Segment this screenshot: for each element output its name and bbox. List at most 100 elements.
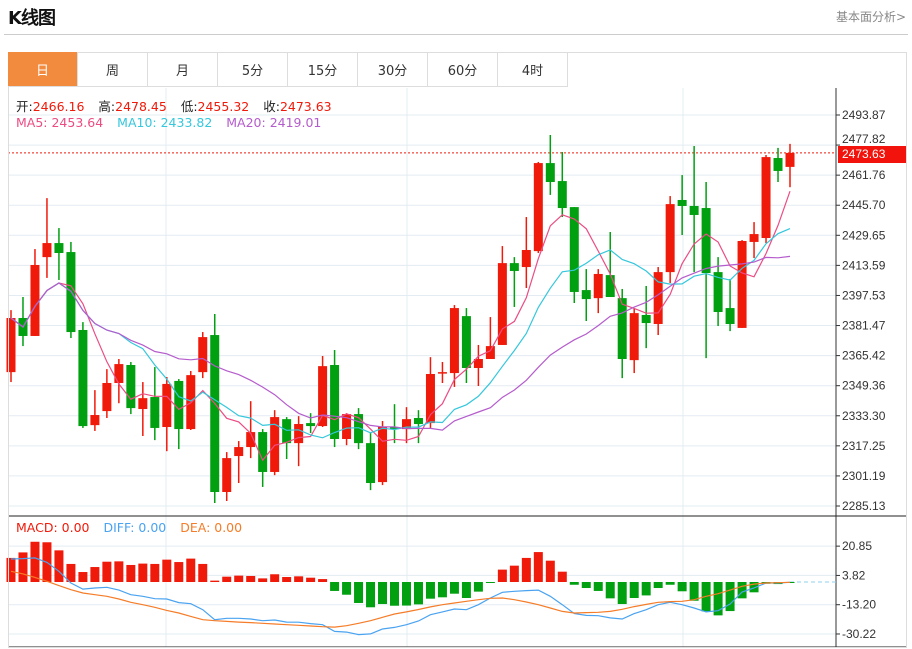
macd-bar	[713, 582, 723, 616]
tab-30min[interactable]: 30分	[358, 52, 428, 87]
tab-week[interactable]: 周	[78, 52, 148, 87]
candle-body	[150, 397, 160, 428]
macd-bar	[102, 561, 112, 582]
ma5-legend: MA5: 2453.64	[16, 115, 104, 130]
candle	[581, 269, 591, 321]
macd-bar	[378, 582, 388, 605]
tab-4hour[interactable]: 4时	[498, 52, 568, 87]
candle-body	[545, 163, 555, 183]
macd-bar	[425, 582, 435, 599]
candle-body	[234, 447, 244, 457]
fundamental-analysis-link[interactable]: 基本面分析>	[835, 10, 906, 24]
open-value: 2466.16	[32, 99, 85, 114]
candle-body	[497, 263, 507, 345]
price-tick-label: 2349.36	[842, 379, 886, 393]
macd-bar	[485, 582, 495, 583]
candle	[198, 332, 208, 379]
candle-body	[174, 380, 184, 430]
candle-body	[653, 272, 663, 324]
macd-bar	[30, 541, 40, 582]
candle	[174, 379, 184, 450]
macd-bar	[725, 582, 735, 612]
macd-bar	[342, 582, 352, 595]
candle-body	[294, 424, 304, 444]
diff-legend-value: DIFF: 0.00	[103, 520, 167, 535]
candle-body	[581, 290, 591, 300]
candle-body	[509, 263, 519, 271]
candle-body	[665, 204, 675, 273]
tab-month[interactable]: 月	[148, 52, 218, 87]
candle	[114, 359, 124, 404]
macd-bar	[306, 577, 316, 582]
candle-body	[617, 298, 627, 360]
candle	[126, 362, 136, 415]
macd-bar	[533, 552, 543, 582]
macd-tick-label: -13.20	[842, 598, 876, 612]
high-value: 2478.45	[115, 99, 167, 114]
tab-day[interactable]: 日	[8, 52, 78, 87]
tab-5min[interactable]: 5分	[218, 52, 288, 87]
current-price-tag: 2473.63	[838, 146, 906, 163]
candle-body	[6, 317, 16, 373]
candle-body	[773, 158, 783, 171]
ma10-legend: MA10: 2433.82	[117, 115, 213, 130]
candle-body	[677, 199, 687, 206]
candle-body	[342, 414, 352, 439]
candle-body	[461, 316, 471, 369]
macd-bar	[677, 582, 687, 592]
macd-bar	[390, 582, 400, 606]
candle-body	[449, 308, 459, 374]
candle-body	[138, 398, 148, 410]
macd-legend: MACD: 0.00 DIFF: 0.00 DEA: 0.00	[16, 520, 242, 535]
candle-body	[785, 152, 795, 167]
candle-body	[521, 249, 531, 268]
candle	[54, 228, 64, 280]
dea-legend-value: DEA: 0.00	[180, 520, 243, 535]
low-label: 低:	[180, 99, 198, 114]
macd-bar	[665, 582, 675, 585]
macd-bar	[497, 569, 507, 582]
candle-body	[222, 458, 232, 493]
candle	[509, 257, 519, 307]
ma-legend: MA5: 2453.64 MA10: 2433.82 MA20: 2419.01	[16, 115, 321, 130]
candle	[102, 369, 112, 419]
tab-15min[interactable]: 15分	[288, 52, 358, 87]
candle-body	[114, 364, 124, 383]
candle	[689, 146, 699, 273]
candle	[390, 404, 400, 444]
candle-body	[629, 313, 639, 361]
macd-bar	[749, 582, 759, 593]
macd-bar	[605, 582, 615, 599]
macd-bar	[689, 582, 699, 601]
candle	[234, 441, 244, 484]
tab-60min[interactable]: 60分	[428, 52, 498, 87]
candle-body	[246, 432, 256, 448]
candle	[677, 175, 687, 236]
candle-body	[737, 241, 747, 328]
macd-bar	[737, 582, 747, 599]
candle	[713, 257, 723, 327]
macd-bar	[653, 582, 663, 589]
close-value: 2473.63	[279, 99, 332, 114]
candle-body	[366, 443, 376, 484]
candle	[437, 362, 447, 383]
candle	[90, 390, 100, 431]
price-tick-label: 2301.19	[842, 469, 886, 483]
candle	[569, 207, 579, 304]
price-tick-label: 2397.53	[842, 288, 886, 302]
macd-bar	[258, 578, 268, 582]
candle-body	[54, 243, 64, 253]
macd-bar	[66, 563, 76, 582]
candle	[665, 196, 675, 283]
candle-body	[485, 346, 495, 360]
candle	[701, 182, 711, 359]
candle-body	[761, 157, 771, 239]
candle-body	[749, 234, 759, 242]
candle	[78, 322, 88, 428]
macd-bar	[78, 572, 88, 582]
price-tick-label: 2317.25	[842, 439, 886, 453]
candle-body	[473, 359, 483, 369]
candle-body	[641, 314, 651, 324]
macd-bar	[222, 576, 232, 582]
